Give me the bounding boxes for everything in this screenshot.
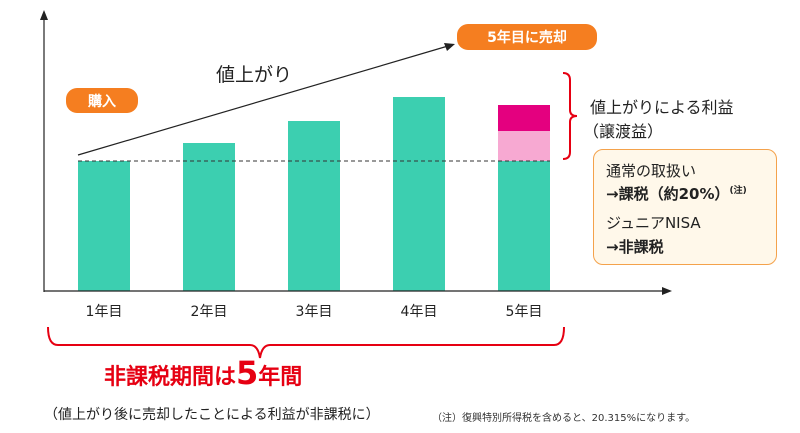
gain-label-line1: 値上がりによる利益 xyxy=(590,98,734,117)
x-tick-label-5: 5年目 xyxy=(506,304,543,320)
bar-4 xyxy=(393,97,445,291)
bars-group xyxy=(78,97,550,291)
sell-badge: 5年目に売却 xyxy=(457,24,597,50)
bar-tax-segment xyxy=(498,105,550,131)
note-normal-tax: →課税（約20%）(注) xyxy=(606,183,747,204)
note-normal-title: 通常の取扱い xyxy=(606,162,697,180)
trend-label: 値上がり xyxy=(216,64,293,86)
period-headline: 非課税期間は5年間 xyxy=(104,357,303,393)
bar-2 xyxy=(183,143,235,291)
trend-arrow-line xyxy=(77,45,449,156)
note-nisa-title: ジュニアNISA xyxy=(606,214,701,232)
period-headline-number: 5 xyxy=(236,354,259,392)
x-tick-labels: 1年目 2年目 3年目 4年目 5年目 xyxy=(86,304,543,320)
note-nisa-tax: →非課税 xyxy=(606,236,664,257)
gain-bracket xyxy=(562,72,578,160)
arrow-right-icon: → xyxy=(606,185,619,203)
tax-label: 課税 xyxy=(510,78,538,94)
x-tick-label-3: 3年目 xyxy=(296,304,333,320)
period-bracket xyxy=(47,326,565,359)
bar-5 xyxy=(498,161,550,291)
buy-badge: 購入 xyxy=(66,88,138,113)
gain-label-line2: （譲渡益） xyxy=(583,122,664,141)
period-headline-suffix: 年間 xyxy=(258,365,303,390)
bar-1 xyxy=(78,161,130,291)
note-normal-tax-footnote-mark: (注) xyxy=(729,186,747,196)
y-axis-arrow-icon xyxy=(40,10,48,20)
arrow-right-icon: → xyxy=(606,238,619,256)
trend-arrow-head-icon xyxy=(444,43,455,51)
x-tick-label-1: 1年目 xyxy=(86,304,123,320)
period-caption: （値上がり後に売却したことによる利益が非課税に） xyxy=(44,407,380,423)
note-normal-tax-text: 課税（約20%） xyxy=(618,185,730,203)
note-nisa-tax-text: 非課税 xyxy=(618,238,664,256)
x-tick-label-4: 4年目 xyxy=(401,304,438,320)
x-axis-arrow-icon xyxy=(662,287,672,295)
period-headline-prefix: 非課税期間は xyxy=(104,365,237,390)
bar-3 xyxy=(288,121,340,291)
tax-treatment-note: 通常の取扱い →課税（約20%）(注) ジュニアNISA →非課税 xyxy=(593,149,777,265)
footnote: （注）復興特別所得税を含めると、20.315%になります。 xyxy=(432,413,696,424)
x-tick-label-2: 2年目 xyxy=(191,304,228,320)
